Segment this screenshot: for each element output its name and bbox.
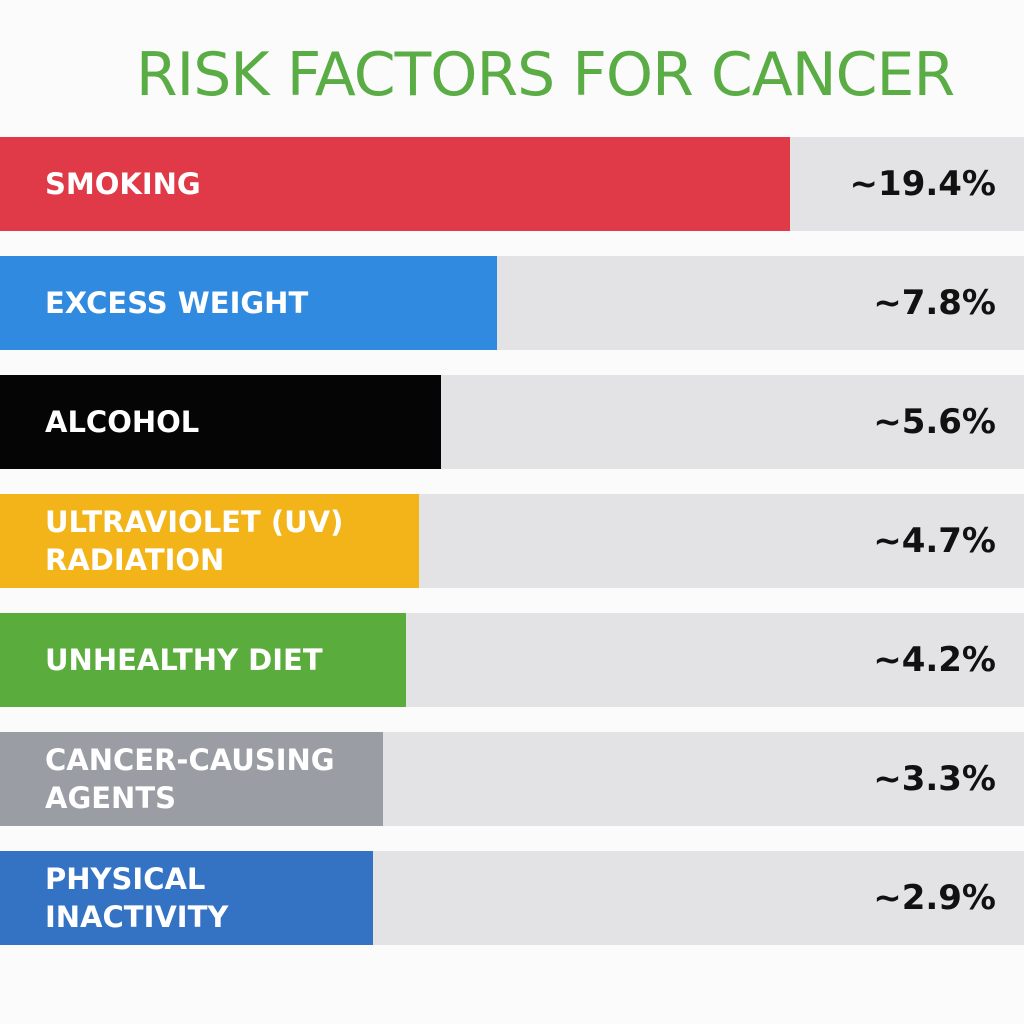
bar: [0, 375, 442, 469]
bar-row: PHYSICAL INACTIVITY ~2.9%: [0, 851, 1024, 945]
value-label: ~7.8%: [873, 283, 996, 323]
category-label: ULTRAVIOLET (UV) RADIATION: [45, 505, 344, 577]
chart-title: RISK FACTORS FOR CANCER: [135, 40, 955, 110]
category-label: EXCESS WEIGHT: [45, 286, 309, 320]
bar-row: CANCER-CAUSING AGENTS ~3.3%: [0, 732, 1024, 826]
bar-row: SMOKING ~19.4%: [0, 137, 1024, 231]
bar: [0, 256, 497, 350]
bar-row: EXCESS WEIGHT ~7.8%: [0, 256, 1024, 350]
value-label: ~5.6%: [873, 402, 996, 442]
bar: [0, 851, 374, 945]
category-label: ALCOHOL: [45, 405, 200, 439]
value-label: ~2.9%: [873, 878, 996, 918]
bar-row: UNHEALTHY DIET ~4.2%: [0, 613, 1024, 707]
category-label: SMOKING: [45, 167, 201, 201]
value-label: ~4.7%: [873, 521, 996, 561]
bar: [0, 732, 384, 826]
value-label: ~19.4%: [849, 164, 996, 204]
bar: [0, 613, 407, 707]
bar-row: ALCOHOL ~5.6%: [0, 375, 1024, 469]
value-label: ~3.3%: [873, 759, 996, 799]
bar: [0, 494, 419, 588]
category-label: PHYSICAL INACTIVITY: [45, 862, 229, 934]
bar: [0, 137, 790, 231]
category-label: CANCER-CAUSING AGENTS: [45, 743, 335, 815]
category-label: UNHEALTHY DIET: [45, 643, 323, 677]
bar-row: ULTRAVIOLET (UV) RADIATION ~4.7%: [0, 494, 1024, 588]
value-label: ~4.2%: [873, 640, 996, 680]
